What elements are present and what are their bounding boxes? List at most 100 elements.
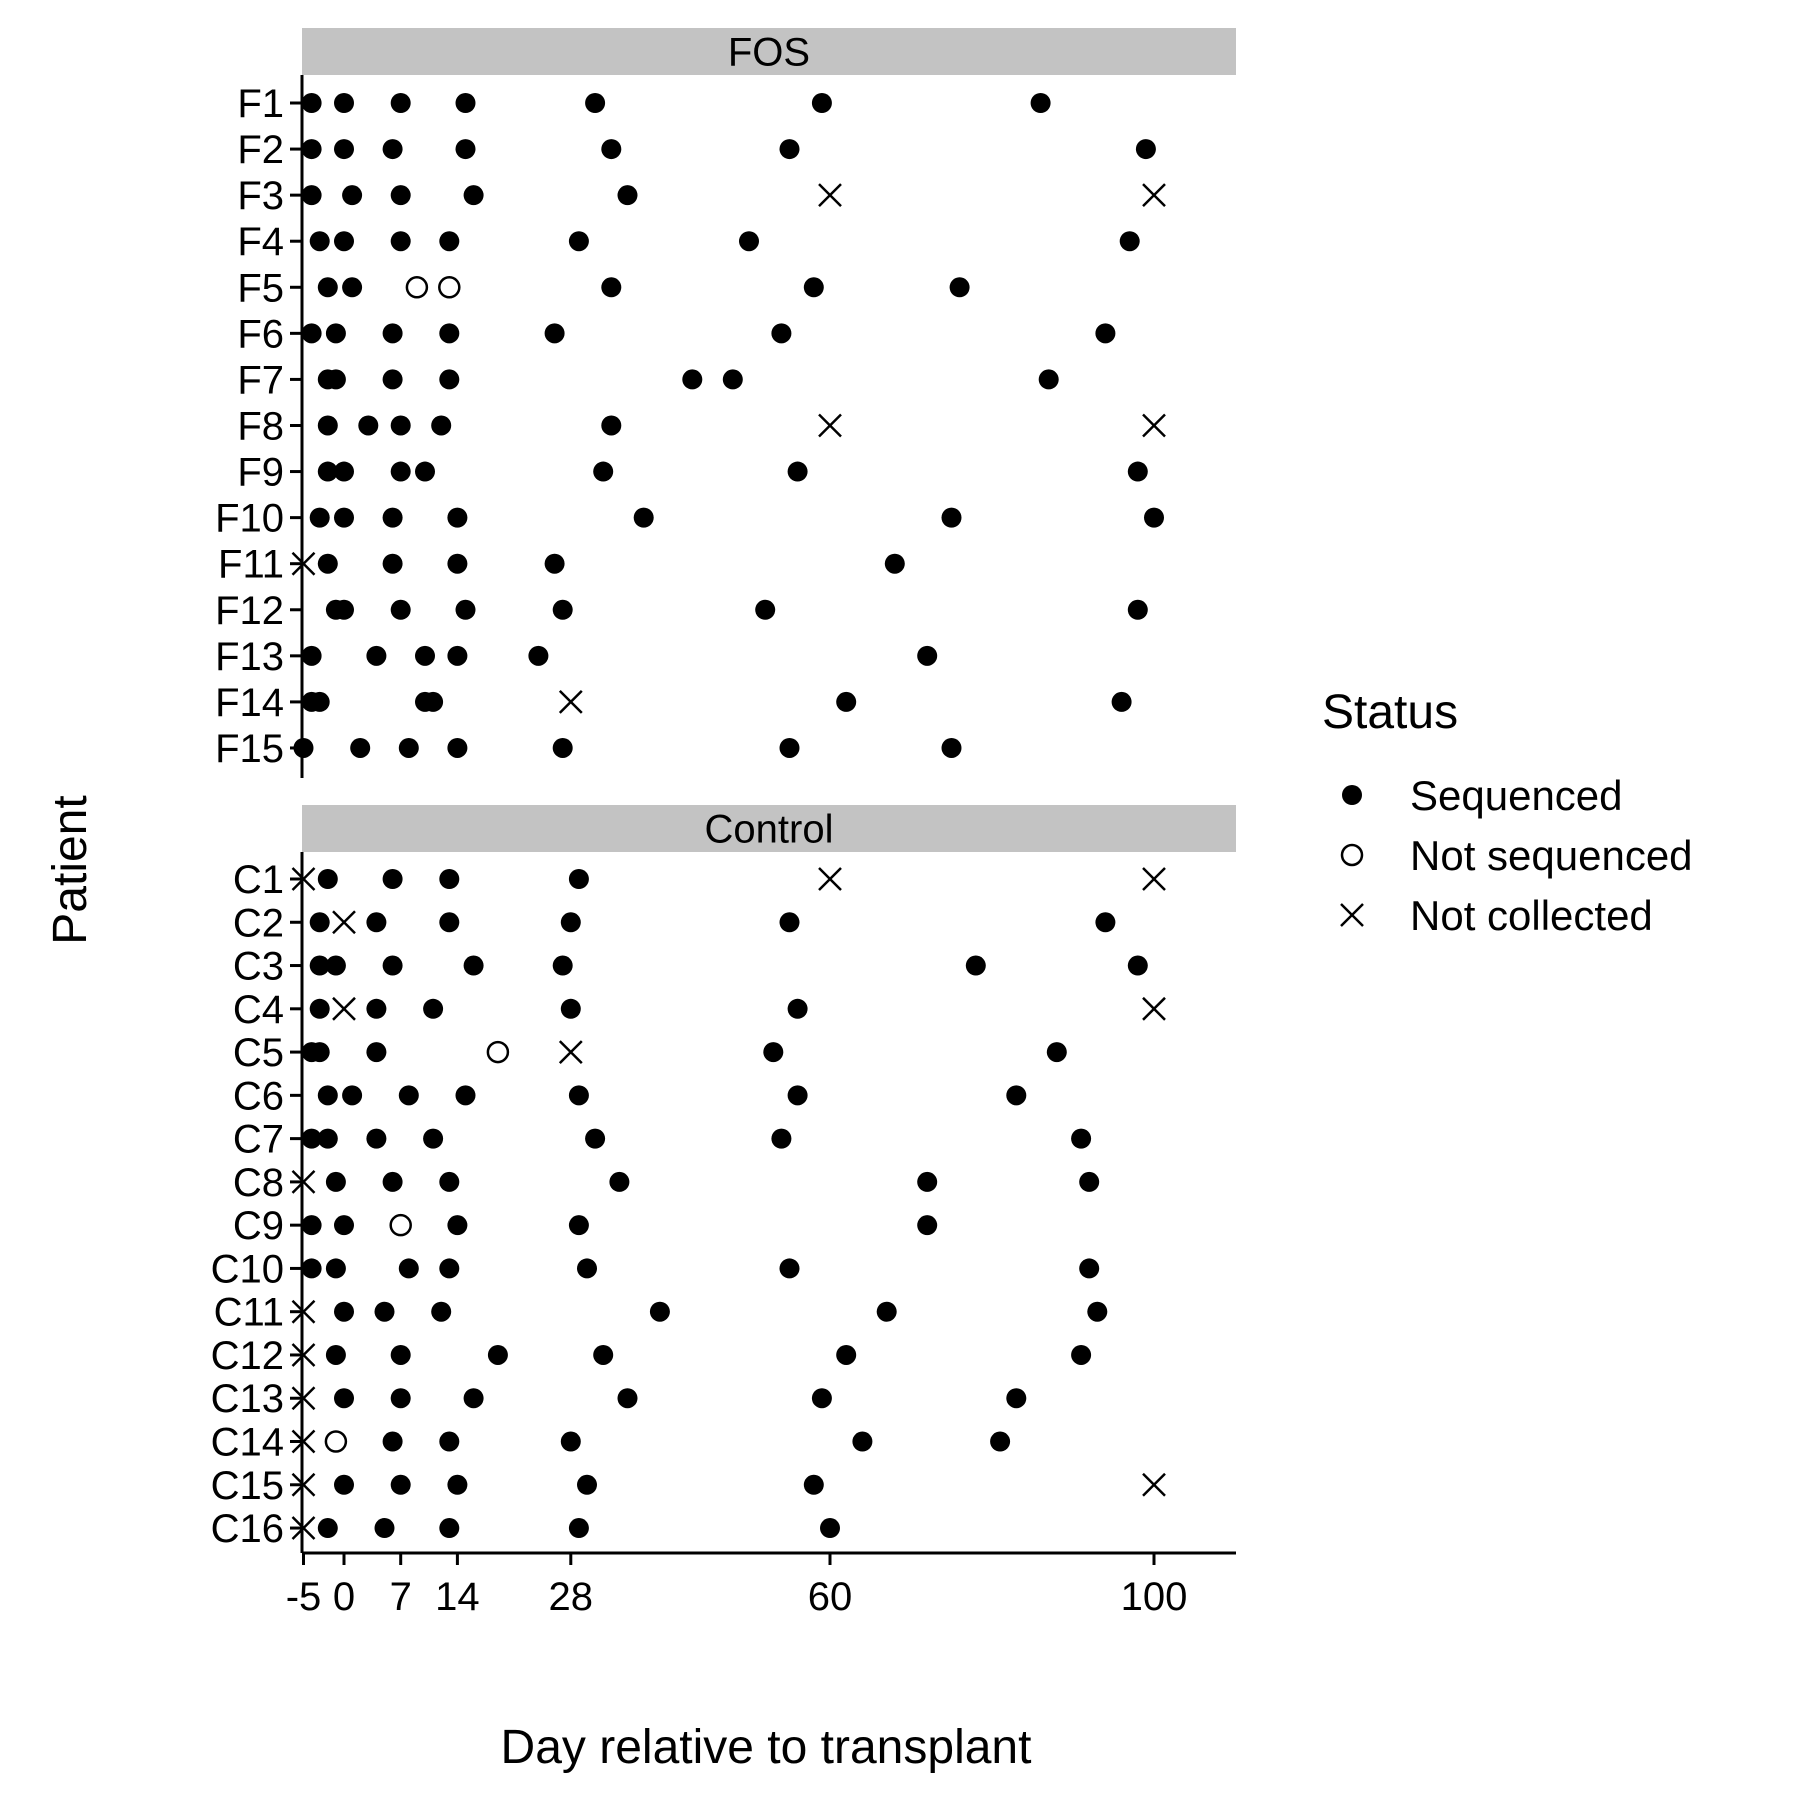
data-point bbox=[818, 413, 842, 438]
data-point bbox=[334, 507, 354, 528]
patient-row-f1 bbox=[301, 93, 1051, 113]
data-point bbox=[325, 1344, 346, 1365]
data-point bbox=[324, 1430, 348, 1453]
data-point bbox=[577, 1258, 597, 1279]
data-point bbox=[787, 461, 808, 482]
data-point bbox=[301, 93, 322, 113]
data-point bbox=[366, 912, 387, 933]
data-point bbox=[1142, 413, 1166, 438]
data-point bbox=[405, 276, 429, 299]
data-point bbox=[811, 1388, 832, 1409]
data-point bbox=[334, 461, 354, 482]
data-point bbox=[309, 691, 330, 712]
data-point bbox=[291, 1472, 316, 1497]
data-point bbox=[317, 1518, 338, 1539]
data-point bbox=[350, 737, 371, 758]
data-point bbox=[803, 1474, 824, 1495]
data-point bbox=[439, 369, 460, 390]
data-point bbox=[334, 139, 354, 160]
data-point bbox=[1038, 369, 1059, 390]
data-point bbox=[455, 599, 476, 620]
data-point bbox=[568, 1085, 589, 1106]
data-point bbox=[325, 323, 346, 344]
data-point bbox=[423, 1128, 444, 1149]
data-point bbox=[366, 645, 387, 666]
data-point bbox=[463, 955, 484, 976]
data-point bbox=[755, 599, 776, 620]
data-point bbox=[325, 955, 346, 976]
x-tick-label: 100 bbox=[1121, 1575, 1188, 1619]
data-point bbox=[342, 1085, 363, 1106]
patient-row-c10 bbox=[301, 1258, 1100, 1279]
x-tick-label: -5 bbox=[286, 1575, 322, 1619]
data-point bbox=[803, 277, 824, 298]
data-point bbox=[1135, 139, 1156, 160]
data-point bbox=[382, 323, 403, 344]
data-point bbox=[291, 1343, 316, 1367]
y-tick-label: C11 bbox=[214, 1291, 284, 1335]
data-point bbox=[301, 323, 322, 344]
data-point bbox=[528, 645, 549, 666]
data-point bbox=[601, 139, 622, 160]
data-point bbox=[609, 1171, 630, 1192]
data-point bbox=[317, 415, 338, 436]
data-point bbox=[568, 1518, 589, 1539]
x-tick-label: 14 bbox=[435, 1575, 480, 1619]
legend-label: Not sequenced bbox=[1410, 832, 1693, 879]
data-point bbox=[309, 912, 330, 933]
y-tick-label: C8 bbox=[233, 1161, 284, 1205]
data-point bbox=[382, 139, 403, 160]
y-tick-label: F3 bbox=[237, 174, 284, 218]
data-point bbox=[917, 1215, 938, 1236]
data-point bbox=[787, 998, 808, 1019]
data-point bbox=[389, 1213, 412, 1237]
panel-strip bbox=[302, 28, 1236, 75]
patient-row-c6 bbox=[317, 1085, 1027, 1106]
data-point bbox=[382, 955, 403, 976]
data-point bbox=[552, 599, 573, 620]
data-point bbox=[317, 461, 338, 482]
data-point bbox=[439, 323, 460, 344]
panel-strip-label: FOS bbox=[728, 31, 810, 75]
x-tick-label: 0 bbox=[333, 1575, 355, 1619]
panel-strip bbox=[302, 805, 1236, 852]
data-point bbox=[415, 461, 435, 482]
data-point bbox=[398, 737, 419, 758]
data-point bbox=[601, 415, 622, 436]
data-point bbox=[852, 1431, 873, 1452]
data-point bbox=[334, 93, 354, 113]
y-tick-label: F13 bbox=[215, 635, 284, 679]
data-point bbox=[990, 1431, 1011, 1452]
data-point bbox=[382, 869, 403, 889]
data-point bbox=[309, 955, 330, 976]
data-point bbox=[415, 645, 435, 666]
data-point bbox=[585, 1128, 606, 1149]
x-tick-label: 7 bbox=[390, 1575, 412, 1619]
data-point bbox=[617, 1388, 638, 1409]
y-tick-label: C1 bbox=[233, 858, 284, 902]
data-point bbox=[366, 1042, 387, 1063]
patient-row-f6 bbox=[301, 323, 1116, 344]
data-point bbox=[1079, 1258, 1100, 1279]
y-tick-label: C2 bbox=[233, 901, 284, 945]
data-point bbox=[334, 1301, 354, 1322]
data-point bbox=[455, 93, 476, 113]
data-point bbox=[309, 507, 330, 528]
data-point bbox=[649, 1301, 670, 1322]
data-point bbox=[398, 1258, 419, 1279]
patient-row-c15 bbox=[291, 1472, 1166, 1497]
y-tick-label: C3 bbox=[233, 945, 284, 989]
data-point bbox=[1095, 323, 1116, 344]
data-point bbox=[325, 1171, 346, 1192]
data-point bbox=[836, 1344, 857, 1365]
data-point bbox=[358, 415, 379, 436]
data-point bbox=[366, 1128, 387, 1149]
patient-row-f7 bbox=[317, 369, 1059, 390]
data-point bbox=[390, 1388, 411, 1409]
data-point bbox=[949, 277, 970, 298]
patient-row-c11 bbox=[291, 1299, 1108, 1324]
patient-row-f5 bbox=[317, 276, 970, 299]
data-point bbox=[1111, 691, 1132, 712]
data-point bbox=[779, 737, 800, 758]
